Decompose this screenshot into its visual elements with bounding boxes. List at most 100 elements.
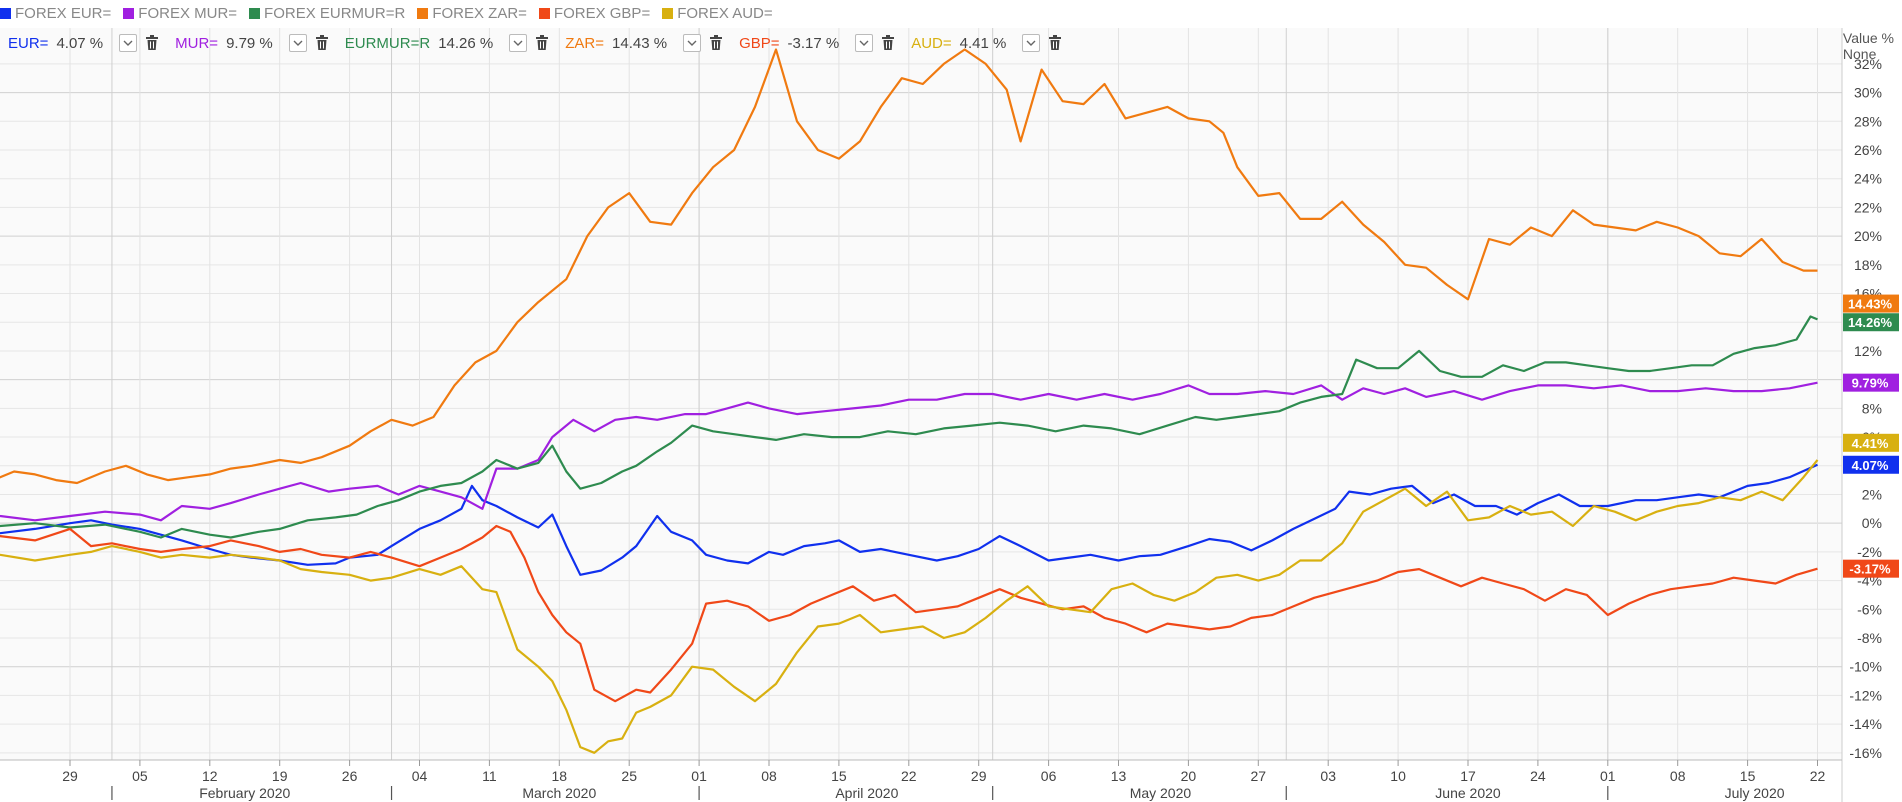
y-tick-label: -12% — [1849, 687, 1882, 703]
badge-text: -3.17% — [1849, 562, 1891, 577]
x-tick-label: 05 — [132, 768, 148, 784]
x-tick-label: 01 — [691, 768, 707, 784]
trash-icon[interactable] — [881, 35, 895, 51]
x-tick-label: 22 — [1810, 768, 1826, 784]
x-tick-label: 03 — [1320, 768, 1336, 784]
badge-background — [1843, 373, 1899, 392]
badge-text: 4.07% — [1852, 458, 1889, 473]
chevron-down-icon[interactable] — [1022, 34, 1041, 52]
x-tick-label: 08 — [1670, 768, 1686, 784]
trash-icon[interactable] — [315, 35, 329, 51]
y-tick-label: 2% — [1862, 486, 1882, 502]
y-tick-label: -10% — [1849, 659, 1882, 675]
x-tick-label: 10 — [1390, 768, 1406, 784]
y-tick-label: 8% — [1862, 400, 1882, 416]
y-tick-label: -8% — [1857, 630, 1882, 646]
y-tick-label: 0% — [1862, 515, 1882, 531]
chart-legend: FOREX EUR= FOREX MUR= FOREX EURMUR=R FOREX … — [0, 0, 1902, 26]
series-line — [0, 524, 1818, 703]
x-tick-label: 08 — [761, 768, 777, 784]
month-label: February 2020 — [199, 785, 290, 801]
x-tick-label: 24 — [1530, 768, 1546, 784]
legend-label: FOREX EURMUR=R — [264, 4, 406, 22]
x-tick-label: 01 — [1600, 768, 1616, 784]
y-tick-label: 30% — [1854, 85, 1882, 101]
legend-label: FOREX GBP= — [553, 4, 651, 22]
chevron-down-icon[interactable] — [509, 34, 528, 52]
x-tick-label: 12 — [202, 768, 218, 784]
badge-text: 9.79% — [1852, 376, 1889, 391]
badge-background — [1843, 455, 1899, 474]
badge-text: 4.41% — [1852, 436, 1889, 451]
end-value-badge: 14.26% — [1843, 313, 1899, 332]
chevron-down-icon[interactable] — [855, 34, 874, 52]
chevron-down-icon[interactable] — [288, 34, 307, 52]
y-tick-label: -14% — [1849, 716, 1882, 732]
x-tick-label: 11 — [482, 768, 497, 784]
series-line — [0, 381, 1818, 522]
badge-background — [1843, 294, 1899, 313]
legend-item[interactable]: FOREX MUR= — [123, 5, 237, 22]
plot-background — [0, 28, 1842, 760]
legend-label: FOREX MUR= — [138, 4, 238, 22]
end-value-badge: 9.79% — [1843, 373, 1899, 392]
series-name: GBP= — [739, 34, 780, 52]
x-tick-label: 19 — [272, 768, 288, 784]
legend-swatch — [249, 7, 261, 19]
value-header-mode: None — [1842, 46, 1877, 62]
legend-item[interactable]: FOREX GBP= — [538, 4, 651, 22]
x-tick-label: 26 — [342, 768, 358, 784]
series-value: 4.07 % — [56, 34, 104, 52]
month-label: June 2020 — [1435, 785, 1501, 801]
chevron-down-icon[interactable] — [683, 34, 702, 52]
legend-item[interactable]: FOREX AUD= — [662, 4, 773, 22]
series-name: EURMUR=R — [344, 34, 431, 52]
x-tick-label: 18 — [552, 768, 568, 784]
trash-icon[interactable] — [1048, 35, 1062, 51]
series-panel-item: EUR= 4.07 % — [8, 34, 159, 52]
legend-label: FOREX AUD= — [677, 4, 773, 22]
y-tick-label: 12% — [1854, 343, 1882, 359]
legend-label: FOREX EUR= — [15, 4, 112, 22]
x-tick-label: 04 — [412, 768, 428, 784]
legend-swatch — [123, 7, 135, 19]
series-value: 14.43 % — [612, 34, 668, 52]
y-tick-label: 20% — [1854, 228, 1882, 244]
legend-swatch — [538, 7, 550, 19]
y-tick-label: -6% — [1857, 601, 1882, 617]
legend-item[interactable]: FOREX ZAR= — [417, 5, 527, 22]
series-name: AUD= — [911, 34, 952, 52]
y-tick-label: 18% — [1854, 257, 1882, 273]
end-value-badge: 14.43% — [1843, 294, 1899, 313]
legend-item[interactable]: FOREX EURMUR=R — [249, 5, 405, 22]
series-panel: EUR= 4.07 % MUR= 9.79 % EURMUR=R 14.26 % ZAR= 1… — [0, 30, 1070, 56]
series-line — [0, 48, 1818, 485]
x-tick-label: 13 — [1111, 768, 1127, 784]
y-tick-label: 28% — [1854, 113, 1882, 129]
badge-text: 14.43% — [1848, 297, 1893, 312]
y-tick-label: 22% — [1854, 199, 1882, 215]
end-value-badge: -3.17% — [1843, 559, 1899, 578]
x-tick-label: 20 — [1181, 768, 1197, 784]
series-line — [0, 315, 1818, 539]
legend-label: FOREX ZAR= — [432, 4, 527, 22]
series-line — [0, 463, 1818, 576]
x-tick-label: 15 — [1740, 768, 1756, 784]
series-value: 4.41 % — [959, 34, 1007, 52]
series-name: EUR= — [8, 34, 49, 52]
chevron-down-icon[interactable] — [119, 34, 138, 52]
badge-background — [1843, 433, 1899, 452]
value-header: Value % None — [1843, 30, 1894, 62]
y-tick-label: 24% — [1854, 171, 1882, 187]
series-panel-item: ZAR= 14.43 % — [565, 34, 723, 52]
legend-item[interactable]: FOREX EUR= — [0, 5, 111, 22]
series-value: 14.26 % — [438, 34, 494, 52]
x-tick-label: 29 — [62, 768, 78, 784]
trash-icon[interactable] — [709, 35, 723, 51]
badge-background — [1843, 559, 1899, 578]
legend-swatch — [0, 7, 11, 19]
y-tick-label: 32% — [1854, 56, 1882, 72]
trash-icon[interactable] — [535, 35, 549, 51]
trash-icon[interactable] — [145, 35, 159, 51]
